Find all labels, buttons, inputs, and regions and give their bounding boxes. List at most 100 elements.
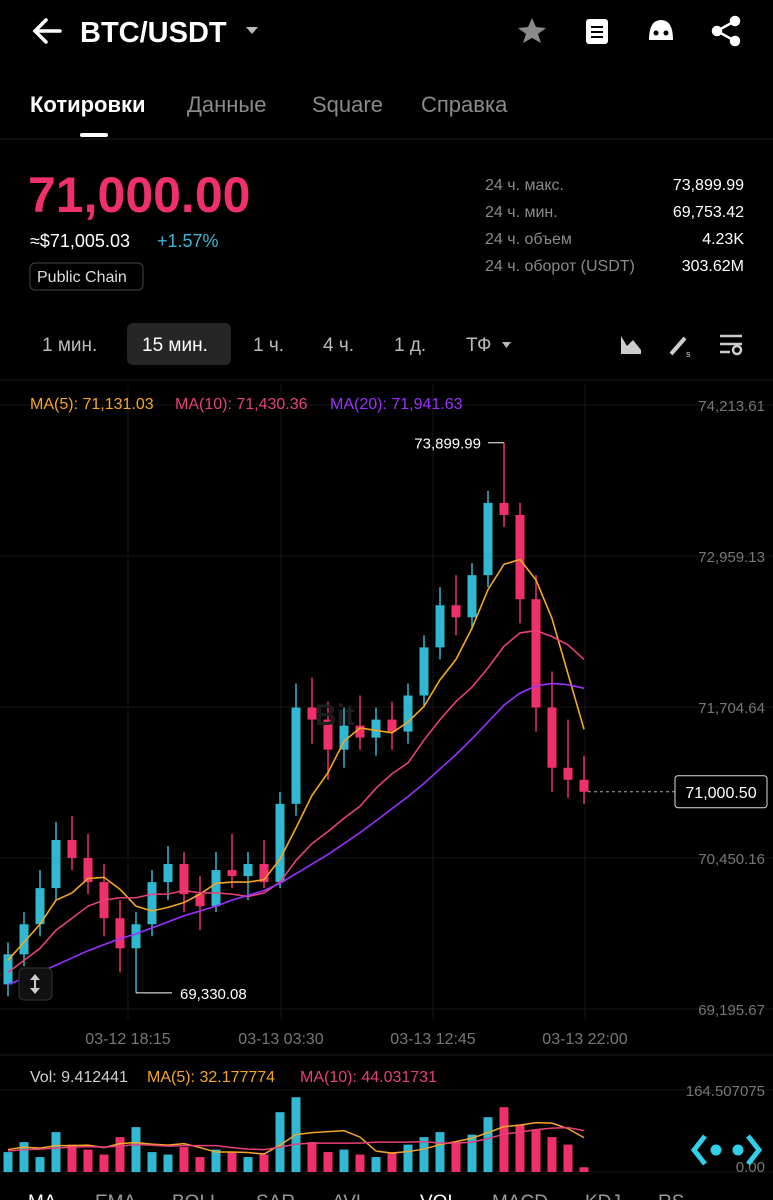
stat-label: 24 ч. макс. [485,177,564,194]
volume-bar [419,1137,429,1172]
brand-logo [690,1134,763,1166]
volume-bar [435,1132,445,1172]
candle-body [195,894,205,907]
draw-icon[interactable]: s [669,336,691,359]
candle-body [275,803,285,883]
expand-button[interactable] [18,967,53,1001]
candle-body [35,888,45,925]
tab[interactable]: Square [312,92,383,117]
candle-body [83,858,93,883]
candle-body [51,839,61,889]
stat-value: 303.62M [682,258,744,275]
volume-bar [179,1147,189,1172]
volume-bar [467,1134,477,1172]
volume-ma-line [7,1126,585,1152]
bot-icon[interactable] [649,20,673,40]
volume-bar [51,1132,61,1172]
volume-bar [147,1152,157,1172]
volume-legend: MA(10): 44.031731 [300,1069,437,1086]
candle-body [579,779,589,792]
candle-body [147,882,157,925]
last-price-label: 71,000.50 [685,785,756,802]
tab-underline [80,133,108,137]
back-button[interactable] [32,18,62,44]
candle-body [419,647,429,696]
timeframe[interactable]: ТФ [466,335,491,356]
x-tick-label: 03-13 03:30 [238,1031,324,1048]
timeframe[interactable]: 1 мин. [42,335,97,356]
favorite-icon[interactable] [518,18,546,43]
timeframe[interactable]: 4 ч. [323,335,354,356]
candle-body [467,575,477,618]
indicator-tab[interactable]: VOL [420,1192,458,1200]
volume-bar [227,1152,237,1172]
volume-bar [579,1167,589,1172]
settings-icon[interactable] [720,334,743,356]
indicator-tab[interactable]: BOLL [172,1192,221,1200]
volume-bar [547,1137,557,1172]
tab-active[interactable]: Котировки [30,92,146,117]
svg-text:s: s [686,349,691,359]
y-tick-label: 0.00 [736,1159,765,1176]
candle-body [499,502,509,515]
candle-body [259,864,269,883]
indicator-tab[interactable]: KDJ [585,1192,621,1200]
candle-body [515,514,525,600]
indicator-tabs: MA EMA BOLL SAR AVL VOL MACD KDJ RS [28,1192,684,1200]
pair-dropdown[interactable] [246,27,258,34]
volume-bar [403,1144,413,1172]
candle-body [339,725,349,750]
share-icon[interactable] [711,15,741,47]
timeframe[interactable]: 1 ч. [253,335,284,356]
indicator-tab[interactable]: SAR [256,1192,295,1200]
tab[interactable]: Данные [187,92,266,117]
timeframe-selected[interactable]: 15 мин. [142,335,208,356]
chart-type-icon[interactable] [621,336,641,354]
volume-legend: Vol: 9.412441 [30,1069,128,1086]
notes-icon[interactable] [586,19,608,44]
candle-body [451,605,461,618]
candle-body [131,924,141,949]
candle-body [3,954,13,985]
y-tick-label: 164.507075 [686,1083,765,1100]
candle-body [371,719,381,738]
x-tick-label: 03-13 12:45 [390,1031,476,1048]
ma-line [7,682,585,986]
candle-body [355,725,365,738]
price-change: +1.57% [157,231,219,251]
tab[interactable]: Справка [421,92,508,117]
tf-dropdown[interactable] [502,342,511,348]
ma-line [7,629,585,974]
pair-title[interactable]: BTC/USDT [80,17,227,49]
y-tick-label: 70,450.16 [698,851,765,868]
candle-body [163,864,173,883]
volume-bar [99,1154,109,1172]
indicator-tab[interactable]: RS [658,1192,684,1200]
candle-body [307,707,317,720]
legend-entry: MA(10): 71,430.36 [175,396,308,413]
indicator-tab[interactable]: MACD [492,1192,548,1200]
indicator-tab[interactable]: EMA [95,1192,137,1200]
stat-label: 24 ч. объем [485,231,572,248]
candle-body [67,839,77,859]
volume-bar [563,1144,573,1172]
candle-body [227,870,237,877]
indicator-tab[interactable]: AVL [332,1192,367,1200]
volume-bar [483,1117,493,1172]
timeframes: 1 мин. 15 мин. 1 ч. 4 ч. 1 д. ТФ [42,335,491,356]
low-label: 69,330.08 [180,986,247,1003]
candle-body [547,707,557,768]
timeframe[interactable]: 1 д. [394,335,426,356]
usd-price: ≈$71,005.03 [30,231,130,251]
volume-bar [259,1154,269,1172]
indicator-tab[interactable]: MA [28,1192,57,1200]
last-price-box [674,775,768,809]
candle-body [323,719,333,750]
volume-bar [115,1137,125,1172]
stat-value: 73,899.99 [673,177,744,194]
stat-label: 24 ч. мин. [485,204,558,221]
legend-entry: MA(5): 71,131.03 [30,396,154,413]
volume-bar [371,1157,381,1172]
volume-bar [531,1129,541,1172]
